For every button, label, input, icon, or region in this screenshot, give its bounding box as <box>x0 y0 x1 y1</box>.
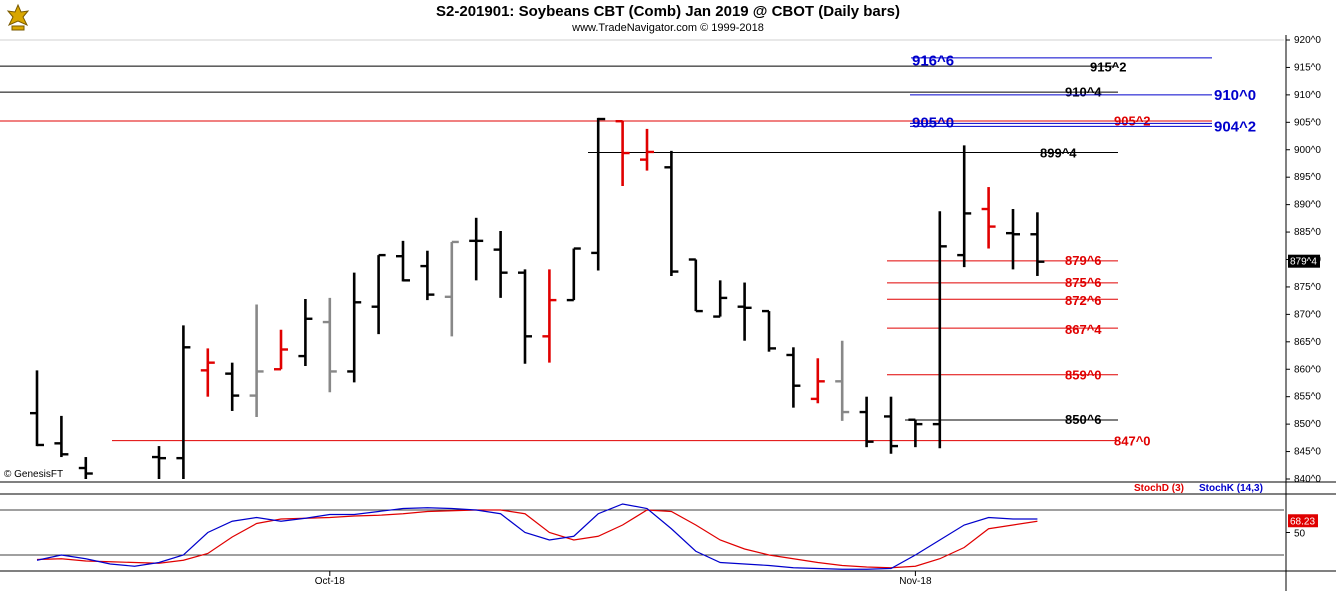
y-tick-label: 860^0 <box>1294 364 1321 375</box>
level-label: 847^0 <box>1114 434 1151 449</box>
y-tick-label: 865^0 <box>1294 337 1321 348</box>
ohlc-bar <box>688 258 703 313</box>
ohlc-bar <box>810 358 825 404</box>
y-tick-label: 840^0 <box>1294 474 1321 485</box>
data-credit: © GenesisFT <box>4 469 64 480</box>
ohlc-bar <box>713 280 728 318</box>
level-label: 872^6 <box>1065 293 1102 308</box>
ohlc-bar <box>322 297 337 393</box>
level-label: 915^2 <box>1090 59 1127 74</box>
ohlc-bar <box>640 128 654 171</box>
level-label: 905^0 <box>912 114 954 131</box>
stoch-last-box <box>1288 514 1318 528</box>
ohlc-bar <box>200 348 215 397</box>
level-label: 916^6 <box>912 52 954 69</box>
ohlc-bar <box>298 299 313 366</box>
y-tick-label: 915^0 <box>1294 62 1321 73</box>
level-label: 875^6 <box>1065 275 1102 290</box>
ohlc-bar <box>469 217 484 281</box>
chart-subtitle: www.TradeNavigator.com © 1999-2018 <box>572 22 764 34</box>
last-price-label: 879^4 <box>1290 257 1317 268</box>
y-tick-label: 890^0 <box>1294 200 1321 211</box>
level-label: 905^2 <box>1114 114 1151 129</box>
stochk-legend: StochK (14,3) <box>1199 483 1263 494</box>
ohlc-bar <box>664 150 679 276</box>
ohlc-bar <box>347 272 362 383</box>
ohlc-bar <box>591 117 606 271</box>
level-label: 879^6 <box>1065 253 1102 268</box>
level-label: 904^2 <box>1214 119 1256 136</box>
ohlc-bar <box>737 282 752 341</box>
ohlc-bar <box>444 240 459 337</box>
chart-title: S2-201901: Soybeans CBT (Comb) Jan 2019 … <box>436 3 900 20</box>
ohlc-bar <box>152 446 166 479</box>
level-label: 899^4 <box>1040 145 1077 160</box>
ohlc-bar <box>518 269 532 364</box>
y-tick-label: 875^0 <box>1294 282 1321 293</box>
y-tick-label: 870^0 <box>1294 309 1321 320</box>
ohlc-bar <box>884 396 898 454</box>
ohlc-bar <box>371 253 386 335</box>
genesis-logo-icon <box>6 3 30 31</box>
ohlc-bar <box>786 347 801 408</box>
ohlc-bar <box>1006 209 1020 270</box>
ohlc-bar <box>176 325 191 479</box>
ohlc-bar <box>908 418 923 448</box>
level-label: 910^4 <box>1065 85 1102 100</box>
ohlc-bar <box>274 329 288 371</box>
ohlc-bar <box>859 396 874 448</box>
ohlc-bar <box>30 370 44 447</box>
ohlc-bar <box>54 415 69 458</box>
stochd-legend: StochD (3) <box>1134 483 1184 494</box>
ohlc-bar <box>835 340 850 421</box>
y-tick-label: 855^0 <box>1294 392 1321 403</box>
level-label: 850^6 <box>1065 412 1102 427</box>
y-tick-label: 910^0 <box>1294 90 1321 101</box>
last-price-box <box>1288 254 1320 268</box>
ohlc-bar <box>1030 212 1045 276</box>
ohlc-bar <box>957 145 972 268</box>
ohlc-bar <box>396 240 410 282</box>
stoch-last-label: 68.23 <box>1290 516 1315 527</box>
x-tick-label: Oct-18 <box>315 576 345 587</box>
level-label: 859^0 <box>1065 368 1102 383</box>
ohlc-bar <box>493 230 508 298</box>
stoch-line <box>36 509 1038 569</box>
ohlc-bar <box>249 304 264 417</box>
y-tick-label: 900^0 <box>1294 145 1321 156</box>
stoch-y-tick-label: 50 <box>1294 529 1306 540</box>
ohlc-bar <box>225 362 240 411</box>
ohlc-bar <box>981 187 996 249</box>
ohlc-bar <box>542 269 557 363</box>
y-tick-label: 920^0 <box>1294 35 1321 46</box>
ohlc-bar <box>566 247 581 302</box>
y-tick-label: 845^0 <box>1294 447 1321 458</box>
y-tick-label: 850^0 <box>1294 419 1321 430</box>
x-tick-label: Nov-18 <box>899 576 932 587</box>
level-label: 910^0 <box>1214 87 1256 104</box>
level-label: 867^4 <box>1065 322 1102 337</box>
y-tick-label: 895^0 <box>1294 172 1321 183</box>
y-tick-label: 885^0 <box>1294 227 1321 238</box>
y-tick-label: 905^0 <box>1294 117 1321 128</box>
ohlc-bar <box>762 309 776 352</box>
ohlc-bar <box>932 211 947 449</box>
ohlc-bar <box>420 250 435 301</box>
ohlc-bar <box>78 457 93 479</box>
stoch-line <box>36 503 1038 570</box>
ohlc-bar <box>615 120 630 186</box>
